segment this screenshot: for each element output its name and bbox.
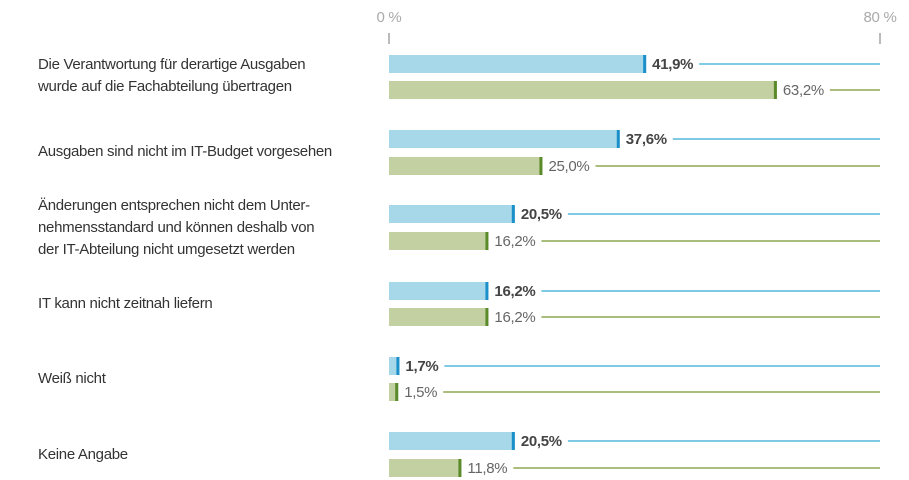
x-tick-label: 0 % [377,9,402,26]
category-label: Weiß nicht [38,370,106,387]
bar [389,432,515,450]
bar-end [511,432,515,450]
bar-end [616,130,620,148]
category-label: Keine Angabe [38,446,128,463]
bar [389,308,489,326]
bar-end [773,81,777,99]
bar-end [396,357,400,375]
value-label: 20,5% [521,206,562,223]
bar [389,282,489,300]
category-label: Änderungen entsprechen nicht dem Unter- … [38,197,315,258]
category-label: IT kann nicht zeitnah liefern [38,295,213,312]
bar [389,205,515,223]
bar [389,130,620,148]
bar-end [485,282,489,300]
bar-end [539,157,543,175]
category-label: Ausgaben sind nicht im IT-Budget vorgese… [38,143,332,160]
bar [389,232,489,250]
bar [389,357,400,375]
value-label: 63,2% [783,82,824,99]
bar [389,81,777,99]
bar [389,459,462,477]
value-label: 16,2% [494,283,535,300]
bar-end [643,55,647,73]
x-tick-label: 80 % [864,9,897,26]
bar [389,157,543,175]
bar [389,55,647,73]
bar-end [485,232,489,250]
value-label: 1,7% [405,358,438,375]
category-label: Die Verantwortung für derartige Ausgaben… [38,56,306,95]
bar-end [485,308,489,326]
value-label: 41,9% [652,56,693,73]
value-label: 37,6% [626,131,667,148]
value-label: 16,2% [494,233,535,250]
value-label: 1,5% [404,384,437,401]
bar [389,383,399,401]
bar-end [458,459,462,477]
value-label: 25,0% [548,158,589,175]
bar-end [511,205,515,223]
value-label: 16,2% [494,309,535,326]
value-label: 20,5% [521,433,562,450]
bar-end [395,383,399,401]
value-label: 11,8% [467,460,507,477]
